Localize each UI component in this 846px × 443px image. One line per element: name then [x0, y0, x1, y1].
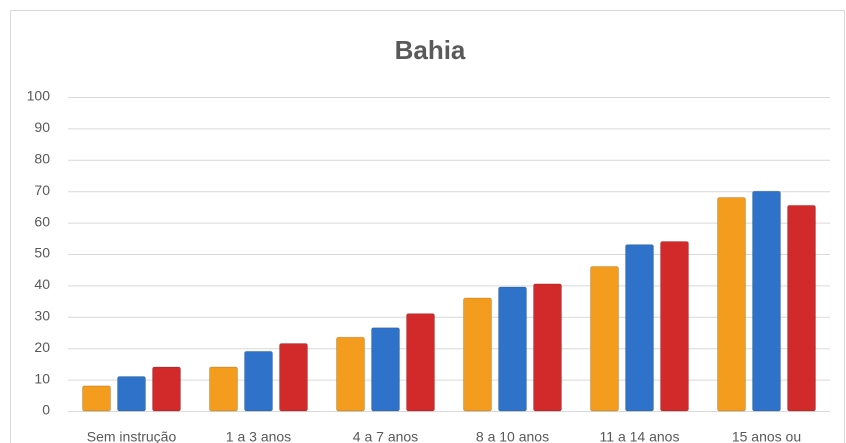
x-tick-label: 4 a 7 anos [353, 429, 418, 443]
bar [533, 283, 562, 412]
x-tick-label: 11 a 14 anos [600, 429, 680, 443]
y-tick-label: 30 [34, 308, 50, 324]
x-tick-label: Sem instrução [87, 429, 177, 443]
y-tick-label: 40 [34, 276, 50, 292]
y-tick-label: 90 [34, 119, 50, 135]
y-tick-label: 60 [34, 213, 50, 229]
x-tick-label: 1 a 3 anos [226, 429, 291, 443]
bar [117, 375, 146, 412]
x-tick-label: 8 a 10 anos [476, 429, 549, 443]
bar [660, 240, 689, 412]
bar [371, 327, 400, 412]
y-tick-label: 50 [34, 245, 50, 261]
bar [787, 204, 816, 412]
y-tick-label: 10 [34, 370, 50, 386]
y-tick-label: 100 [27, 88, 51, 104]
bar [752, 190, 781, 412]
bar [244, 350, 273, 412]
bar [152, 366, 181, 412]
bar [406, 313, 435, 412]
bar [625, 244, 654, 412]
bar [498, 286, 527, 412]
y-tick-label: 70 [34, 182, 50, 198]
chart-title: Bahia [395, 35, 466, 65]
y-tick-label: 0 [42, 402, 50, 418]
bar [717, 196, 746, 412]
bar [590, 266, 619, 412]
bar [336, 336, 365, 412]
bar [463, 297, 492, 412]
bar [209, 366, 238, 412]
bar [279, 342, 308, 412]
y-tick-label: 20 [34, 339, 50, 355]
bar [82, 385, 111, 412]
x-tick-label: 15 anos ou [732, 429, 801, 443]
y-tick-label: 80 [34, 151, 50, 167]
